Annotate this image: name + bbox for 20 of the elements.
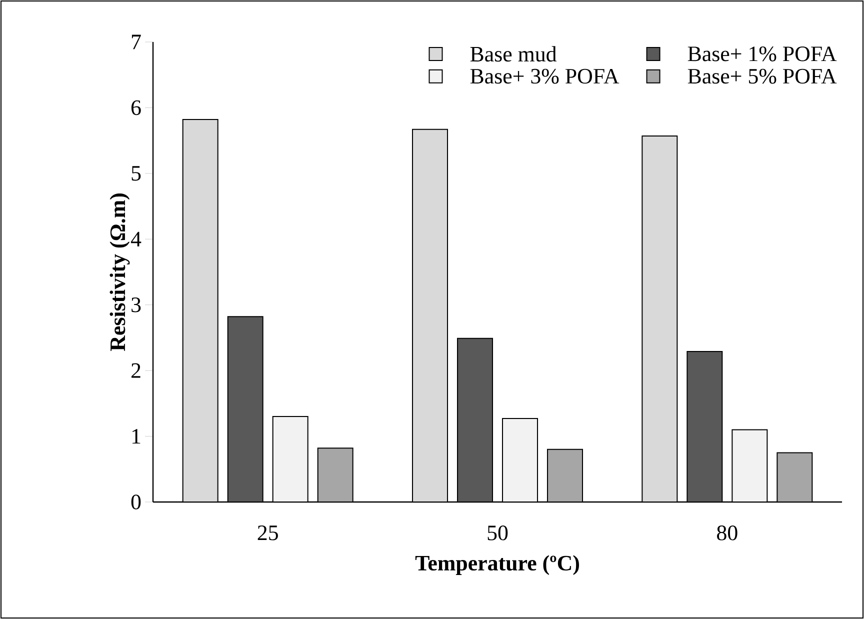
y-tick-label: 6	[131, 100, 141, 116]
legend-label: Base mud	[470, 46, 557, 62]
x-tick-label: 50	[488, 526, 508, 540]
y-tick-label: 0	[131, 494, 141, 510]
y-tick-label: 2	[132, 363, 140, 378]
x-tick-label: 80	[717, 526, 738, 540]
bar	[776, 452, 813, 502]
y-axis-title: Resistivity (Ω.m)	[110, 194, 130, 351]
x-axis-title: Temperature (ºC)	[415, 555, 579, 576]
bar	[317, 448, 354, 502]
y-tick-label: 1	[132, 429, 140, 444]
y-tick-label: 3	[132, 297, 141, 312]
legend-label: Base+ 5% POFA	[688, 68, 837, 84]
legend-label: Base+ 3% POFA	[470, 68, 620, 84]
y-tick-label: 4	[130, 232, 142, 246]
y-tick-label: 7	[132, 34, 141, 50]
legend-label: Base+ 1% POFA	[688, 46, 837, 62]
bar	[547, 448, 584, 502]
y-tick-label: 5	[132, 166, 141, 181]
x-tick-label: 25	[258, 526, 278, 540]
